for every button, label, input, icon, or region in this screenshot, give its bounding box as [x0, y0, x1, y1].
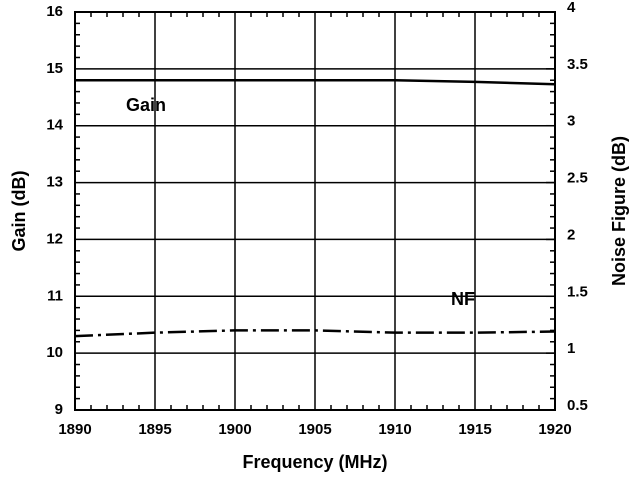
series-label: NF	[451, 289, 475, 309]
x-tick-label: 1890	[58, 421, 91, 438]
y-tick-label: 15	[46, 60, 63, 77]
series-line	[75, 78, 556, 86]
y2-tick-label: 1	[567, 340, 575, 357]
x-tick-label: 1910	[378, 421, 411, 438]
x-tick-label: 1915	[458, 421, 491, 438]
y2-tick-label: 4	[567, 0, 576, 16]
series-label: Gain	[126, 95, 166, 115]
plot-frame	[74, 11, 556, 411]
x-tick-label: 1905	[298, 421, 331, 438]
y-tick-label: 12	[46, 230, 63, 247]
y-tick-label: 16	[46, 3, 63, 20]
y2-tick-label: 1.5	[567, 283, 588, 300]
series-line	[74, 329, 556, 338]
x-tick-label: 1900	[218, 421, 251, 438]
x-axis-label: Frequency (MHz)	[242, 452, 387, 472]
y2-tick-label: 3.5	[567, 56, 588, 73]
y-tick-label: 10	[46, 344, 63, 361]
y2-tick-label: 3	[567, 113, 575, 130]
y-tick-label: 14	[46, 117, 63, 134]
y-tick-label: 13	[46, 174, 63, 191]
y2-tick-label: 2	[567, 226, 575, 243]
y2-tick-label: 2.5	[567, 170, 588, 187]
y-tick-label: 11	[47, 287, 63, 304]
y2-axis-label: Noise Figure (dB)	[609, 136, 629, 286]
y-tick-label: 9	[55, 401, 63, 418]
y-axis-label: Gain (dB)	[9, 171, 29, 252]
x-tick-label: 1895	[138, 421, 171, 438]
y2-tick-label: 0.5	[567, 397, 588, 414]
x-tick-label: 1920	[538, 421, 571, 438]
